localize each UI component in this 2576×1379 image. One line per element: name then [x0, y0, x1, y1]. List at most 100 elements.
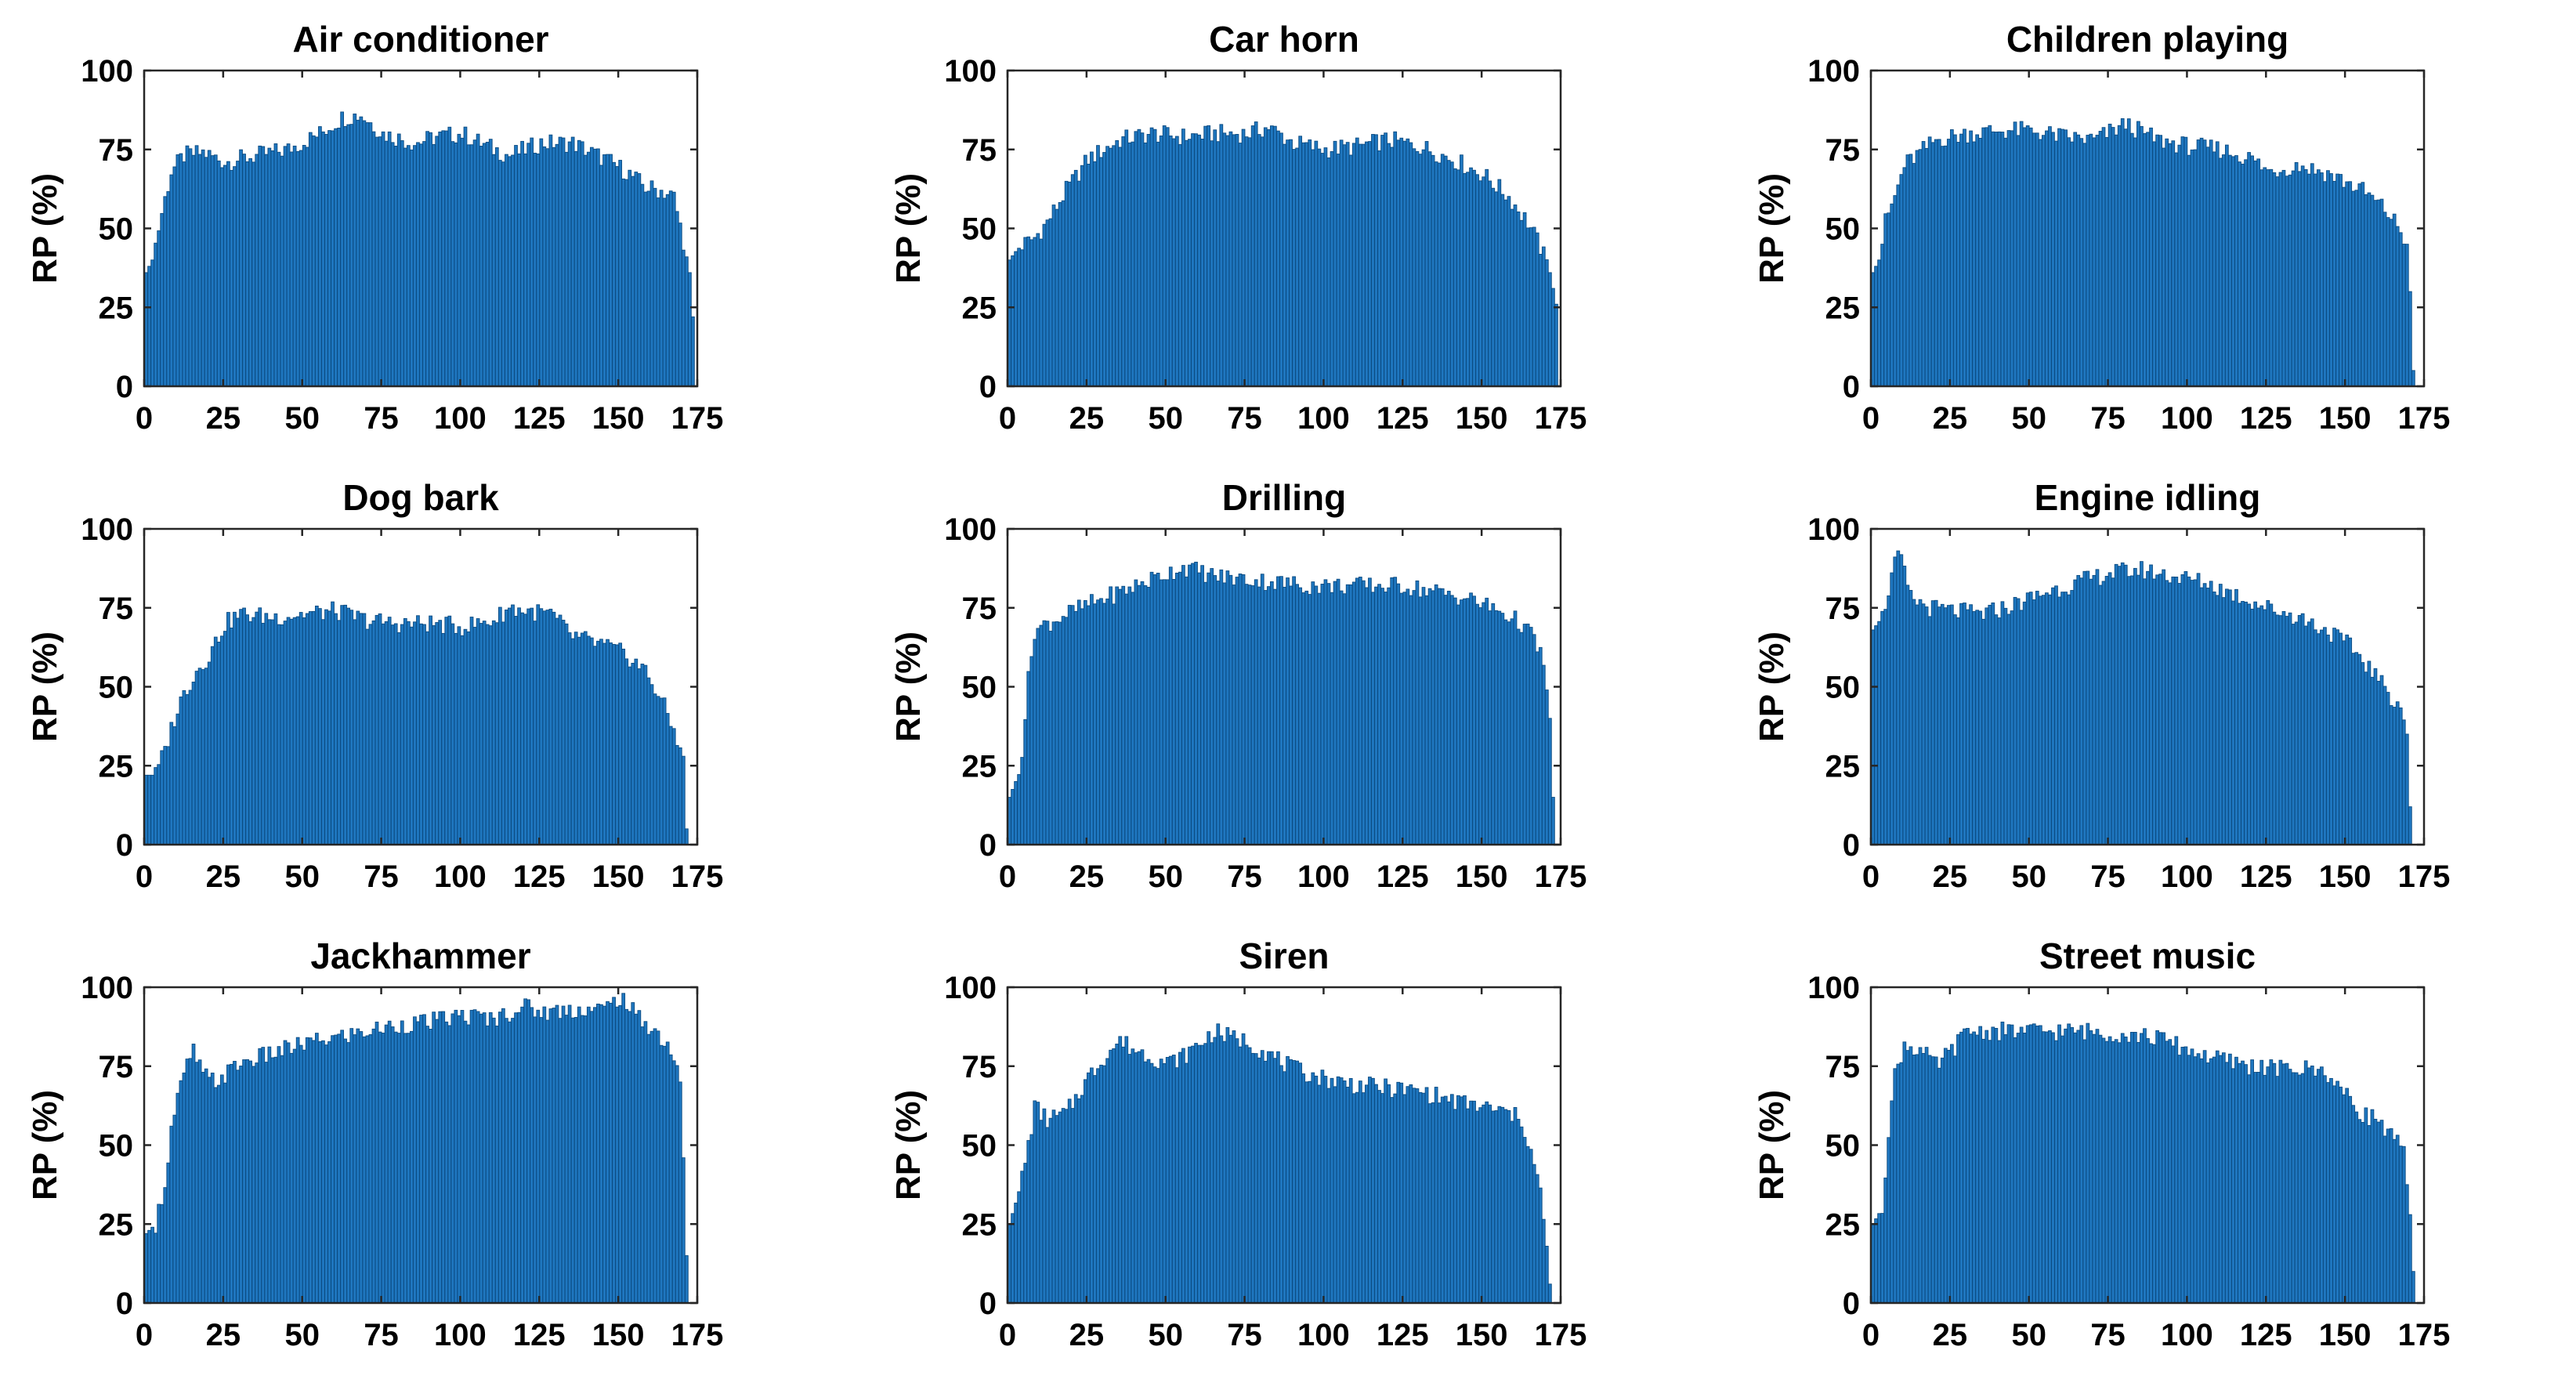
- bar: [201, 669, 205, 845]
- bar: [2376, 199, 2381, 387]
- bar: [1188, 564, 1192, 845]
- y-tick-label: 75: [1825, 133, 1861, 168]
- bar: [1342, 1080, 1347, 1304]
- bar: [2263, 1074, 2267, 1304]
- bar: [1915, 1054, 1919, 1304]
- bar: [1026, 671, 1031, 845]
- y-tick-label: 75: [962, 592, 997, 626]
- bar: [2022, 601, 2027, 845]
- bar: [2035, 132, 2039, 387]
- y-tick-label: 100: [944, 54, 997, 89]
- bar: [1446, 1101, 1451, 1304]
- bar: [2395, 1135, 2400, 1304]
- bar: [1924, 606, 1929, 845]
- bar: [637, 173, 642, 387]
- bar: [1361, 580, 1366, 845]
- bar: [223, 165, 227, 387]
- bar: [2247, 1074, 2251, 1304]
- bar: [2019, 121, 2024, 387]
- bar: [1326, 583, 1331, 845]
- bar: [419, 1015, 423, 1304]
- bar: [425, 631, 429, 845]
- bar: [2140, 561, 2144, 845]
- bar: [1301, 1073, 1306, 1304]
- bar: [1286, 139, 1290, 387]
- bar: [2288, 174, 2292, 387]
- bar: [236, 1070, 240, 1304]
- bar: [368, 624, 373, 845]
- bar: [1058, 1111, 1062, 1304]
- bar: [321, 1040, 325, 1304]
- bar: [517, 607, 521, 845]
- bar: [1099, 598, 1103, 845]
- bar: [277, 151, 281, 387]
- bar: [378, 613, 382, 845]
- x-tick-label: 0: [999, 1318, 1016, 1352]
- bar: [1500, 613, 1505, 845]
- bar: [2190, 580, 2194, 845]
- bar: [1348, 1077, 1353, 1304]
- bar: [2241, 1060, 2245, 1304]
- bar: [463, 1020, 468, 1304]
- bar: [1963, 1028, 1966, 1304]
- x-tick-label: 125: [1377, 401, 1429, 436]
- bar: [1090, 594, 1094, 845]
- bar: [488, 1012, 493, 1304]
- bar: [1067, 605, 1072, 845]
- x-tick-label: 150: [1456, 401, 1508, 436]
- bar: [583, 154, 588, 387]
- bar: [505, 1018, 508, 1304]
- bar: [1880, 244, 1884, 387]
- bar: [1194, 133, 1198, 387]
- bar: [2320, 172, 2324, 387]
- bar: [1519, 1126, 1524, 1304]
- bar: [1317, 1084, 1322, 1304]
- bar: [2123, 128, 2128, 387]
- bar: [1893, 1068, 1898, 1304]
- bar: [653, 187, 657, 387]
- bar: [662, 1045, 667, 1304]
- bar: [523, 613, 527, 845]
- bar: [2253, 160, 2258, 387]
- bar: [514, 1012, 518, 1304]
- bar: [1105, 598, 1109, 845]
- bar: [340, 1030, 345, 1304]
- bar: [1485, 1101, 1489, 1304]
- bar: [2351, 653, 2356, 845]
- bar: [1355, 137, 1359, 387]
- bar: [157, 230, 161, 387]
- bar: [1171, 138, 1176, 387]
- bar: [497, 160, 502, 387]
- bar: [327, 610, 331, 845]
- bar: [2177, 144, 2182, 387]
- bar: [485, 1025, 490, 1304]
- bar: [1058, 202, 1062, 387]
- bar: [1355, 1091, 1359, 1304]
- y-tick-label: 100: [81, 512, 133, 547]
- bar: [1399, 1082, 1404, 1304]
- bar: [656, 197, 660, 387]
- bar: [1168, 1055, 1173, 1304]
- bar: [2152, 578, 2156, 845]
- bar: [1437, 1102, 1442, 1304]
- bar: [1225, 570, 1230, 845]
- bar: [1257, 586, 1261, 845]
- bar: [2107, 1036, 2112, 1304]
- bar: [1463, 598, 1467, 845]
- bar: [175, 154, 180, 387]
- bar: [384, 1024, 389, 1304]
- bar: [1304, 590, 1309, 845]
- bar: [1494, 1110, 1499, 1304]
- bar: [1131, 1048, 1135, 1304]
- bar: [2209, 581, 2213, 845]
- bar: [1969, 604, 1973, 845]
- bar: [2028, 127, 2033, 387]
- bar: [2221, 597, 2226, 845]
- bar: [457, 626, 461, 845]
- bar: [270, 619, 275, 845]
- bar: [476, 1011, 480, 1304]
- bar: [491, 154, 496, 387]
- bar: [258, 1048, 262, 1304]
- y-tick-label: 100: [1807, 971, 1860, 1005]
